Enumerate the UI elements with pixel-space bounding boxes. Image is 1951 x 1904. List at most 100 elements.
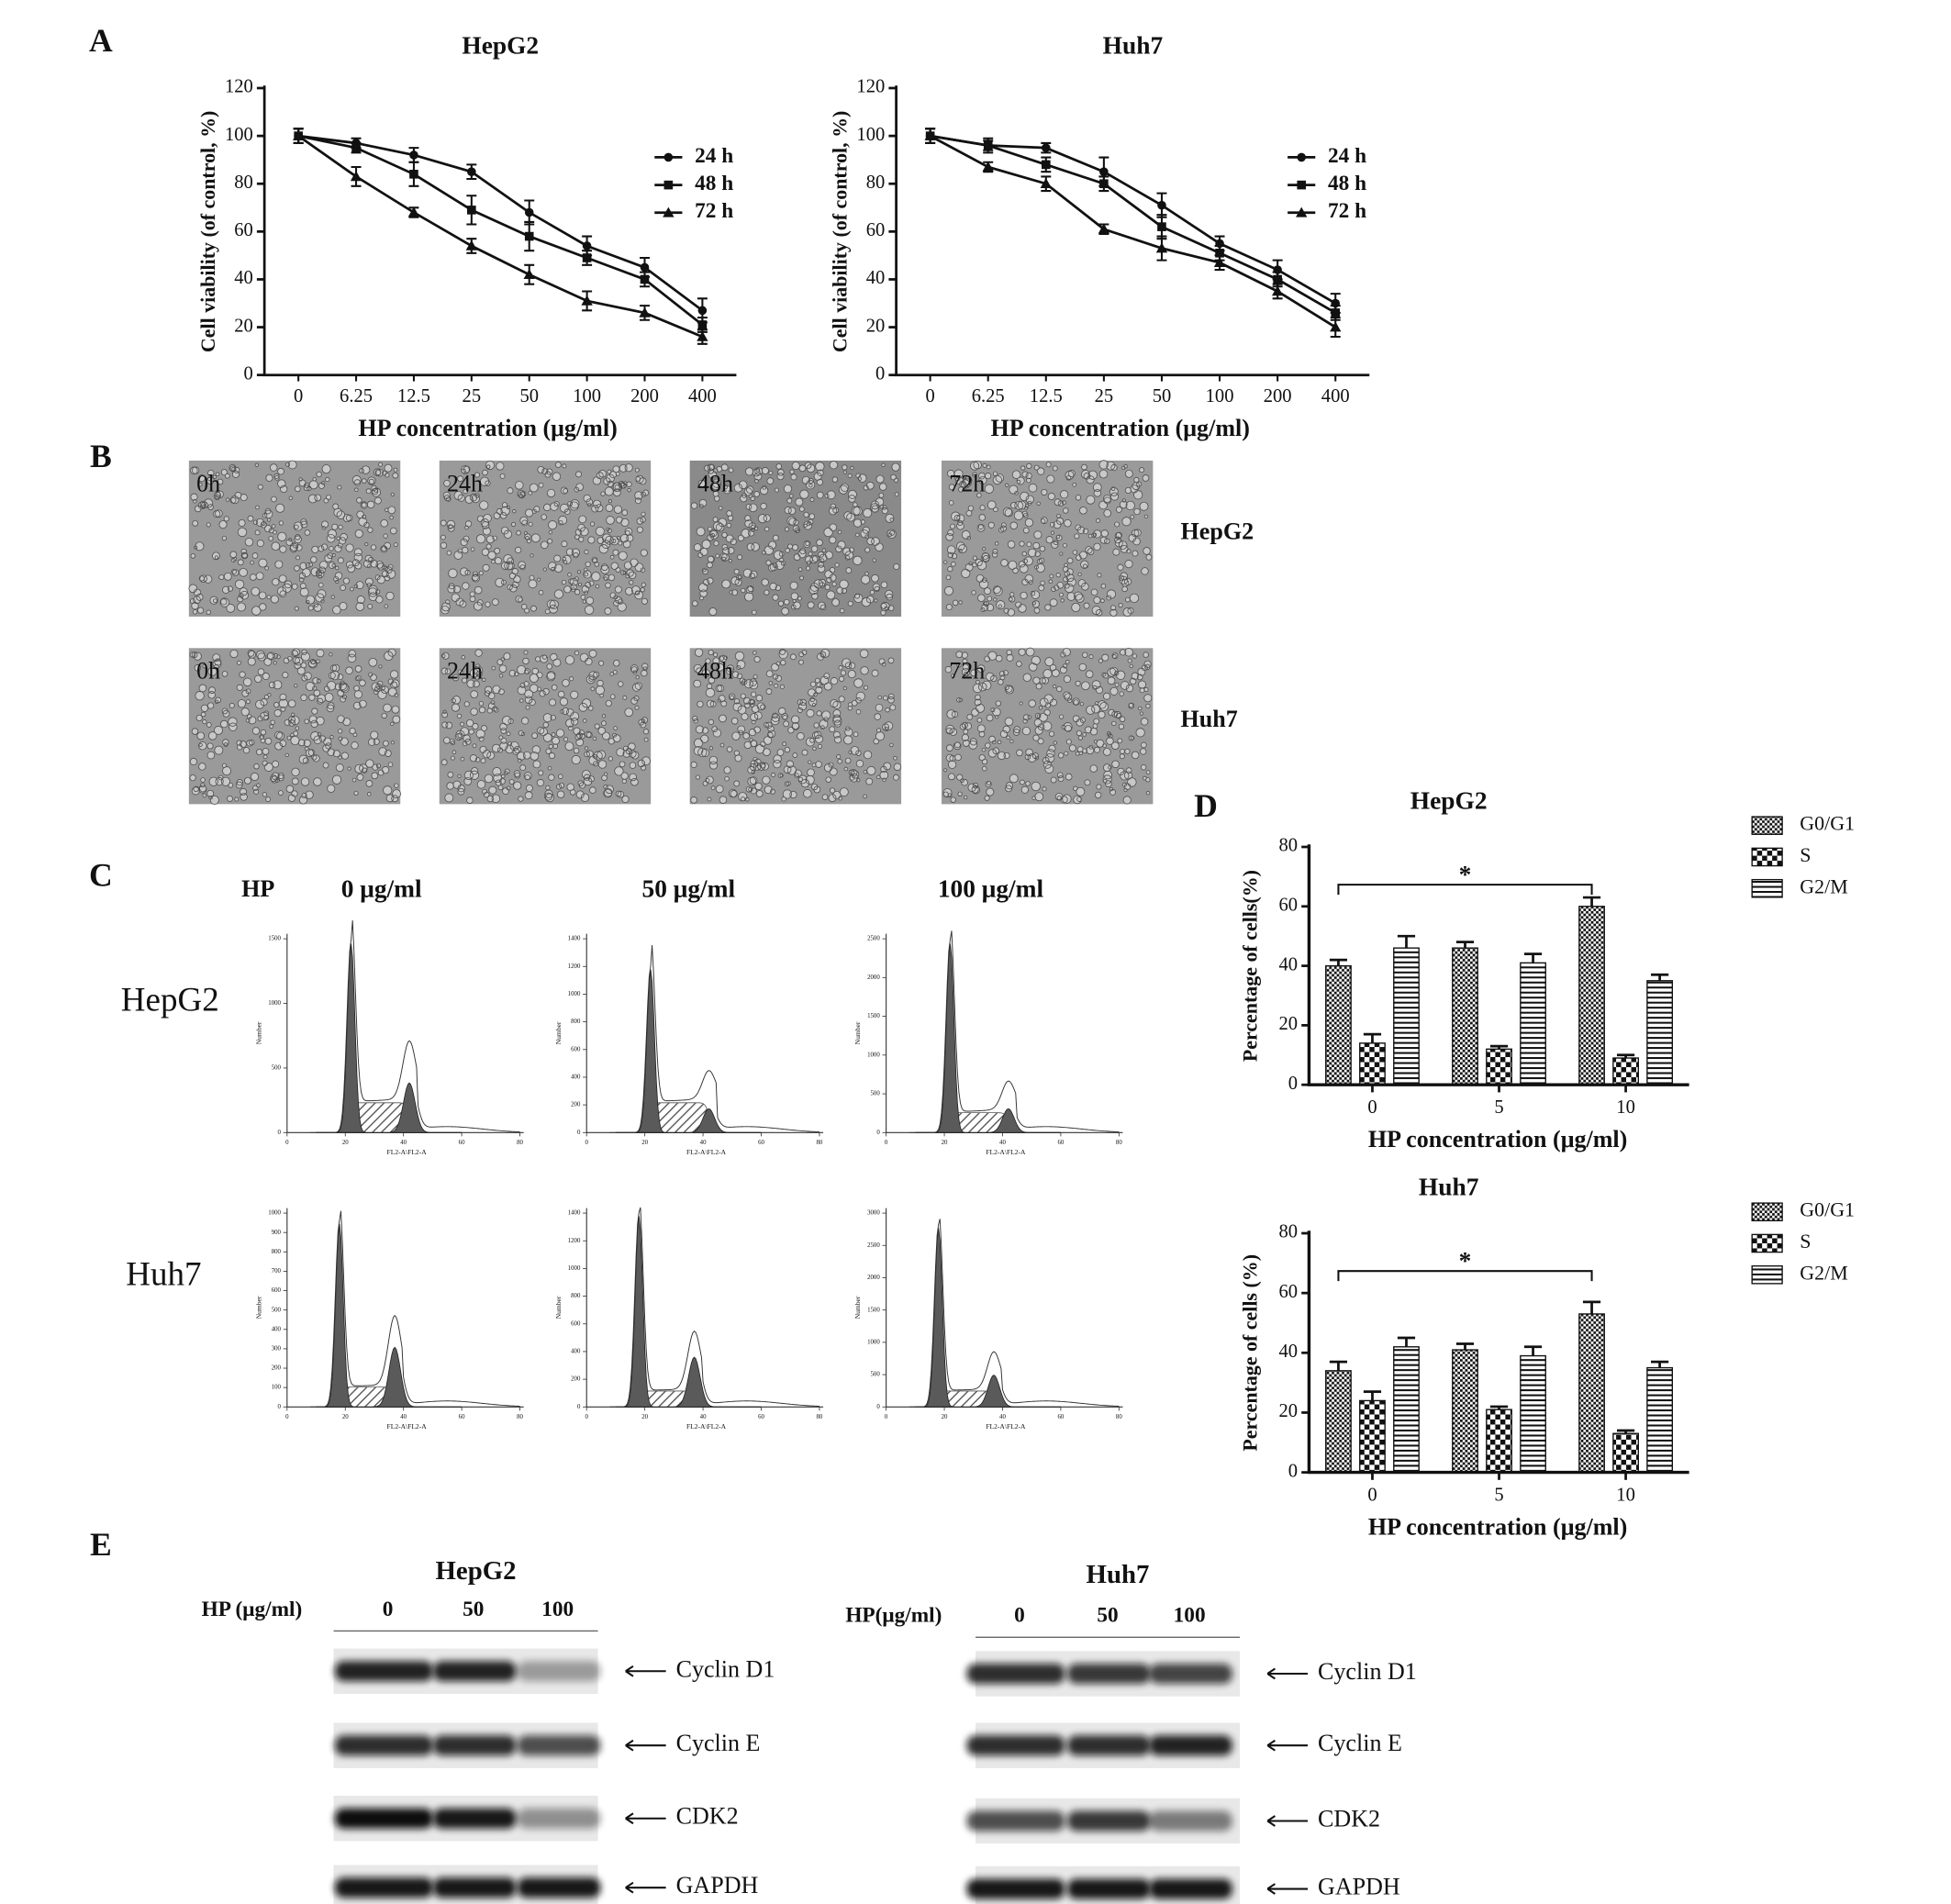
time-label: 48h [697, 658, 733, 685]
arrow [1266, 1883, 1309, 1895]
error-bar [1651, 973, 1669, 981]
y-tick-label: 800 [571, 1293, 581, 1299]
y-tick-label: 20 [1279, 1014, 1299, 1034]
legend-label: G2/M [1800, 874, 1847, 897]
error-bar [1397, 934, 1416, 949]
y-tick-label: 200 [272, 1365, 282, 1372]
y-tick-label: 120 [225, 77, 253, 97]
y-tick-label: 0 [1288, 1074, 1298, 1094]
cells [943, 460, 1153, 617]
y-tick-label: 100 [225, 125, 253, 145]
phase-g2 [615, 1356, 762, 1408]
x-tick-label: 80 [1116, 1140, 1122, 1146]
x-tick-label: 20 [641, 1414, 648, 1420]
x-tick-label: 0 [1367, 1097, 1377, 1118]
axes [886, 1208, 1123, 1408]
x-tick-label: 100 [1206, 386, 1234, 406]
chart-title: HepG2 [1410, 786, 1488, 814]
band [1067, 1810, 1151, 1832]
x-axis-label: HP concentration (μg/ml) [1368, 1513, 1627, 1540]
legend-label: S [1800, 843, 1811, 866]
marker [1099, 167, 1109, 177]
legend-swatch [1751, 878, 1783, 898]
legend-label: 24 h [695, 144, 733, 168]
arrow [625, 1665, 666, 1677]
x-axis-label: FL2-A\FL2-A [387, 1422, 428, 1431]
marker [663, 180, 674, 190]
bar [1359, 1399, 1386, 1474]
marker [1273, 274, 1282, 284]
x-tick-label: 400 [688, 386, 717, 406]
y-axis-label: Percentage of cells(%) [1239, 870, 1262, 1062]
time-label: 72h [949, 658, 985, 685]
dose-label: 50 μg/ml [642, 874, 736, 902]
protein-label: GAPDH [676, 1872, 759, 1898]
error-bar [1455, 1342, 1475, 1351]
x-tick-label: 0 [585, 1414, 589, 1420]
y-axis-label: Number [554, 1021, 563, 1044]
y-tick-label: 60 [1279, 1282, 1299, 1302]
blot-title: HepG2 [436, 1556, 517, 1586]
lane-label: 100 [541, 1598, 574, 1621]
bar [1578, 906, 1605, 1086]
time-label: 24h [447, 658, 483, 685]
time-label: 0h [196, 470, 220, 496]
bar [1359, 1042, 1386, 1086]
x-tick-label: 80 [817, 1140, 823, 1146]
y-tick-label: 1500 [867, 1013, 880, 1019]
error-bar [1523, 952, 1543, 963]
y-tick-label: 1500 [867, 1307, 880, 1313]
series-line [929, 134, 1336, 328]
marker [1296, 206, 1308, 217]
dose-label: 0 μg/ml [341, 874, 422, 902]
y-tick-label: 1400 [568, 1210, 581, 1217]
panel-label: A [89, 22, 113, 59]
y-tick-label: 40 [1279, 1342, 1299, 1362]
marker [697, 330, 708, 341]
bar [1612, 1057, 1639, 1086]
dose-label: 100 μg/ml [938, 874, 1044, 902]
marker [697, 306, 708, 316]
phase-g2 [615, 1108, 762, 1133]
y-tick-label: 200 [571, 1102, 581, 1108]
marker [409, 170, 418, 179]
band [1149, 1664, 1232, 1684]
marker [523, 269, 535, 280]
x-axis-label: FL2-A\FL2-A [686, 1422, 727, 1431]
marker [1213, 257, 1226, 268]
phase-g2 [316, 1346, 463, 1408]
marker [1042, 160, 1051, 170]
bar [1578, 1313, 1605, 1474]
marker [292, 129, 305, 140]
x-tick-label: 60 [459, 1414, 465, 1420]
histogram-outline [609, 1207, 819, 1408]
marker [697, 320, 708, 329]
arrow [1266, 1815, 1309, 1827]
x-tick-label: 10 [1616, 1097, 1635, 1118]
row-label: Huh7 [126, 1256, 201, 1294]
x-tick-label: 200 [630, 386, 659, 406]
phase-g2 [316, 1082, 463, 1133]
x-tick-label: 0 [585, 1140, 589, 1146]
lane-label: 0 [1014, 1604, 1025, 1628]
y-tick-label: 60 [1279, 896, 1299, 916]
series-line [930, 134, 1336, 305]
x-tick-label: 40 [400, 1140, 407, 1146]
y-tick-label: 0 [278, 1404, 282, 1410]
chart-title: Huh7 [1419, 1173, 1479, 1200]
y-tick-label: 80 [866, 173, 886, 193]
x-tick-label: 400 [1321, 386, 1350, 406]
x-tick-label: 80 [817, 1414, 823, 1420]
y-axis-label: Cell viability (of control, %) [829, 111, 852, 352]
cells [189, 648, 401, 805]
significance-bracket [1337, 1270, 1593, 1282]
legend-label: 24 h [1328, 144, 1366, 168]
annotation: * [1459, 1247, 1472, 1275]
y-tick-label: 1000 [867, 1052, 880, 1058]
bar [1452, 1349, 1478, 1474]
bar [1325, 1370, 1352, 1474]
x-axis-label: FL2-A\FL2-A [387, 1148, 428, 1156]
bar [1486, 1048, 1512, 1086]
x-tick-label: 20 [942, 1140, 948, 1146]
marker [1331, 308, 1341, 317]
